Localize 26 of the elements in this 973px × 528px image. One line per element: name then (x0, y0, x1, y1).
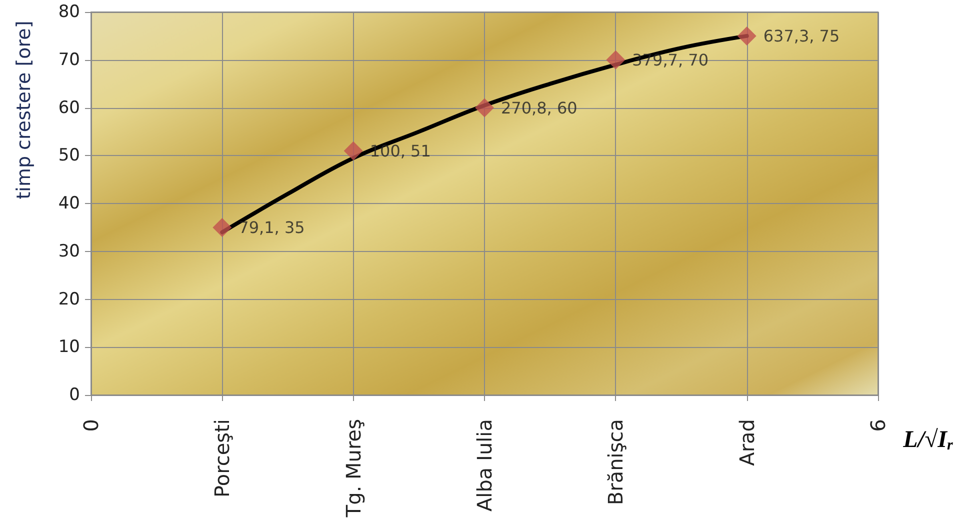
y-axis-title: timp crestere [ore] (13, 20, 35, 200)
y-tick-label: 70 (58, 50, 80, 70)
x-tick-label: 6 (866, 419, 890, 432)
y-tick-label: 0 (69, 385, 80, 405)
point (212, 218, 232, 237)
data-label: 100, 51 (370, 141, 431, 160)
point (475, 98, 494, 118)
data-label: 637,3, 75 (763, 26, 840, 46)
x-tick-label: Alba Iulia (472, 419, 496, 512)
x-tick-label: Porceşti (210, 419, 234, 498)
data-label: 79,1, 35 (238, 218, 305, 237)
point (344, 141, 363, 160)
y-tick-label: 10 (58, 337, 80, 358)
x-tick-label: 0 (79, 419, 103, 432)
y-tick-label: 30 (58, 241, 80, 262)
y-tick-label: 50 (58, 146, 80, 166)
y-tick-label: 20 (58, 289, 80, 310)
x-tick-label: Tg. Mureş (341, 419, 366, 518)
y-tick-label: 80 (58, 2, 80, 22)
x-tick-label: Arad (734, 419, 759, 466)
x-tick-label: Brănişca (604, 419, 628, 506)
y-tick-label: 40 (58, 194, 80, 214)
point (606, 50, 626, 70)
point (737, 26, 756, 46)
y-tick-label: 60 (58, 98, 80, 118)
x-axis-title: L/√Ir (902, 427, 953, 454)
